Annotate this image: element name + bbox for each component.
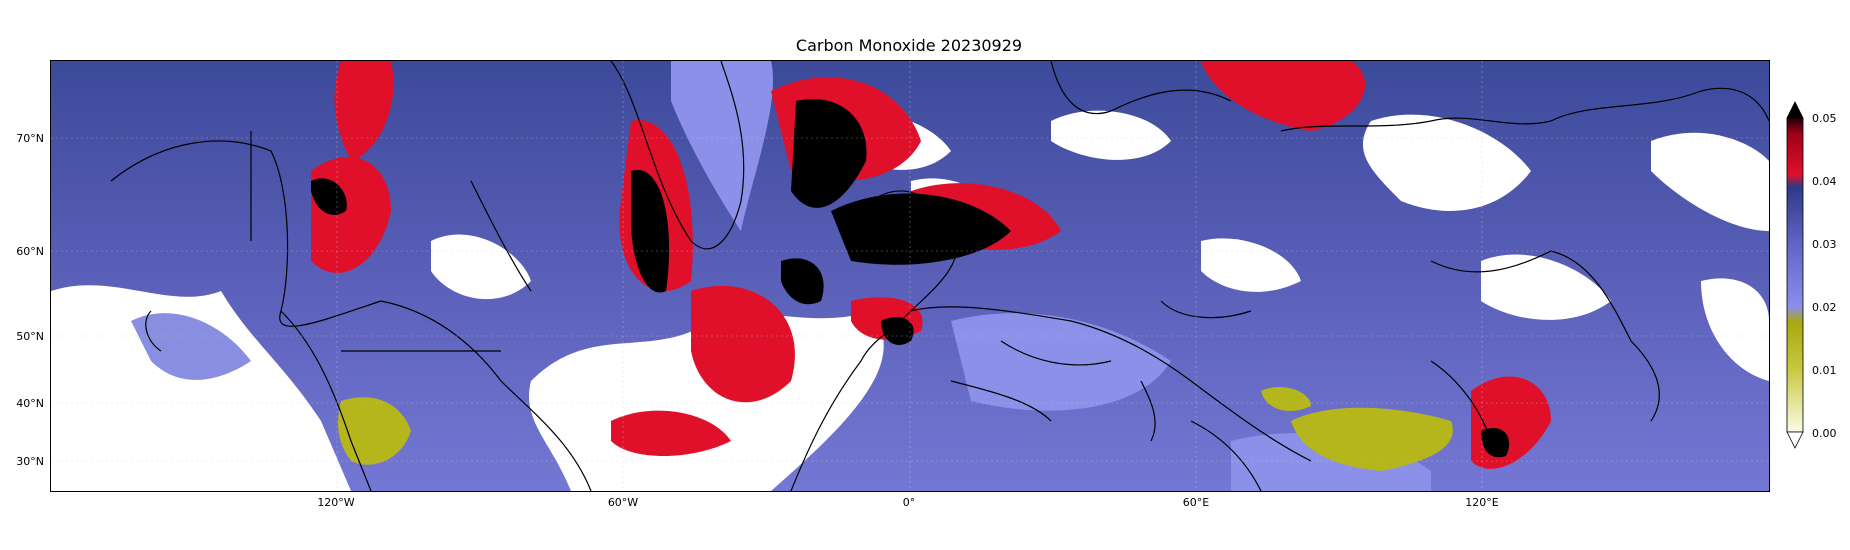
low-co-regions [338, 386, 1453, 471]
colorbar-tick-002: 0.02 [1812, 301, 1837, 314]
lon-label-120e: 120°E [1465, 496, 1499, 509]
lon-label-60w: 60°W [607, 496, 639, 509]
extreme-co-regions [311, 99, 1510, 458]
lat-label-60n: 60°N [16, 245, 44, 258]
gridlines [51, 61, 1769, 491]
colorbar-tick-001: 0.01 [1812, 364, 1837, 377]
colorbar-extend-min [1786, 431, 1804, 449]
map-panel[interactable] [50, 60, 1770, 492]
lat-label-50n: 50°N [16, 330, 44, 343]
no-data-regions [51, 110, 1769, 491]
coastlines [110, 61, 1769, 491]
colorbar [1786, 101, 1804, 449]
colorbar-extend-max [1786, 101, 1804, 119]
lat-label-30n: 30°N [16, 455, 44, 468]
co-map [51, 61, 1769, 491]
map-title: Carbon Monoxide 20230929 [795, 36, 1023, 55]
colorbar-tick-003: 0.03 [1812, 238, 1837, 251]
colorbar-tick-000: 0.00 [1812, 427, 1837, 440]
colorbar-gradient [1786, 117, 1804, 433]
lon-label-120w: 120°W [317, 496, 355, 509]
lat-label-40n: 40°N [16, 397, 44, 410]
lon-label-60e: 60°E [1182, 496, 1210, 509]
lon-label-0: 0° [902, 496, 916, 509]
lat-label-70n: 70°N [16, 132, 44, 145]
colorbar-tick-005: 0.05 [1812, 112, 1837, 125]
colorbar-tick-004: 0.04 [1812, 175, 1837, 188]
